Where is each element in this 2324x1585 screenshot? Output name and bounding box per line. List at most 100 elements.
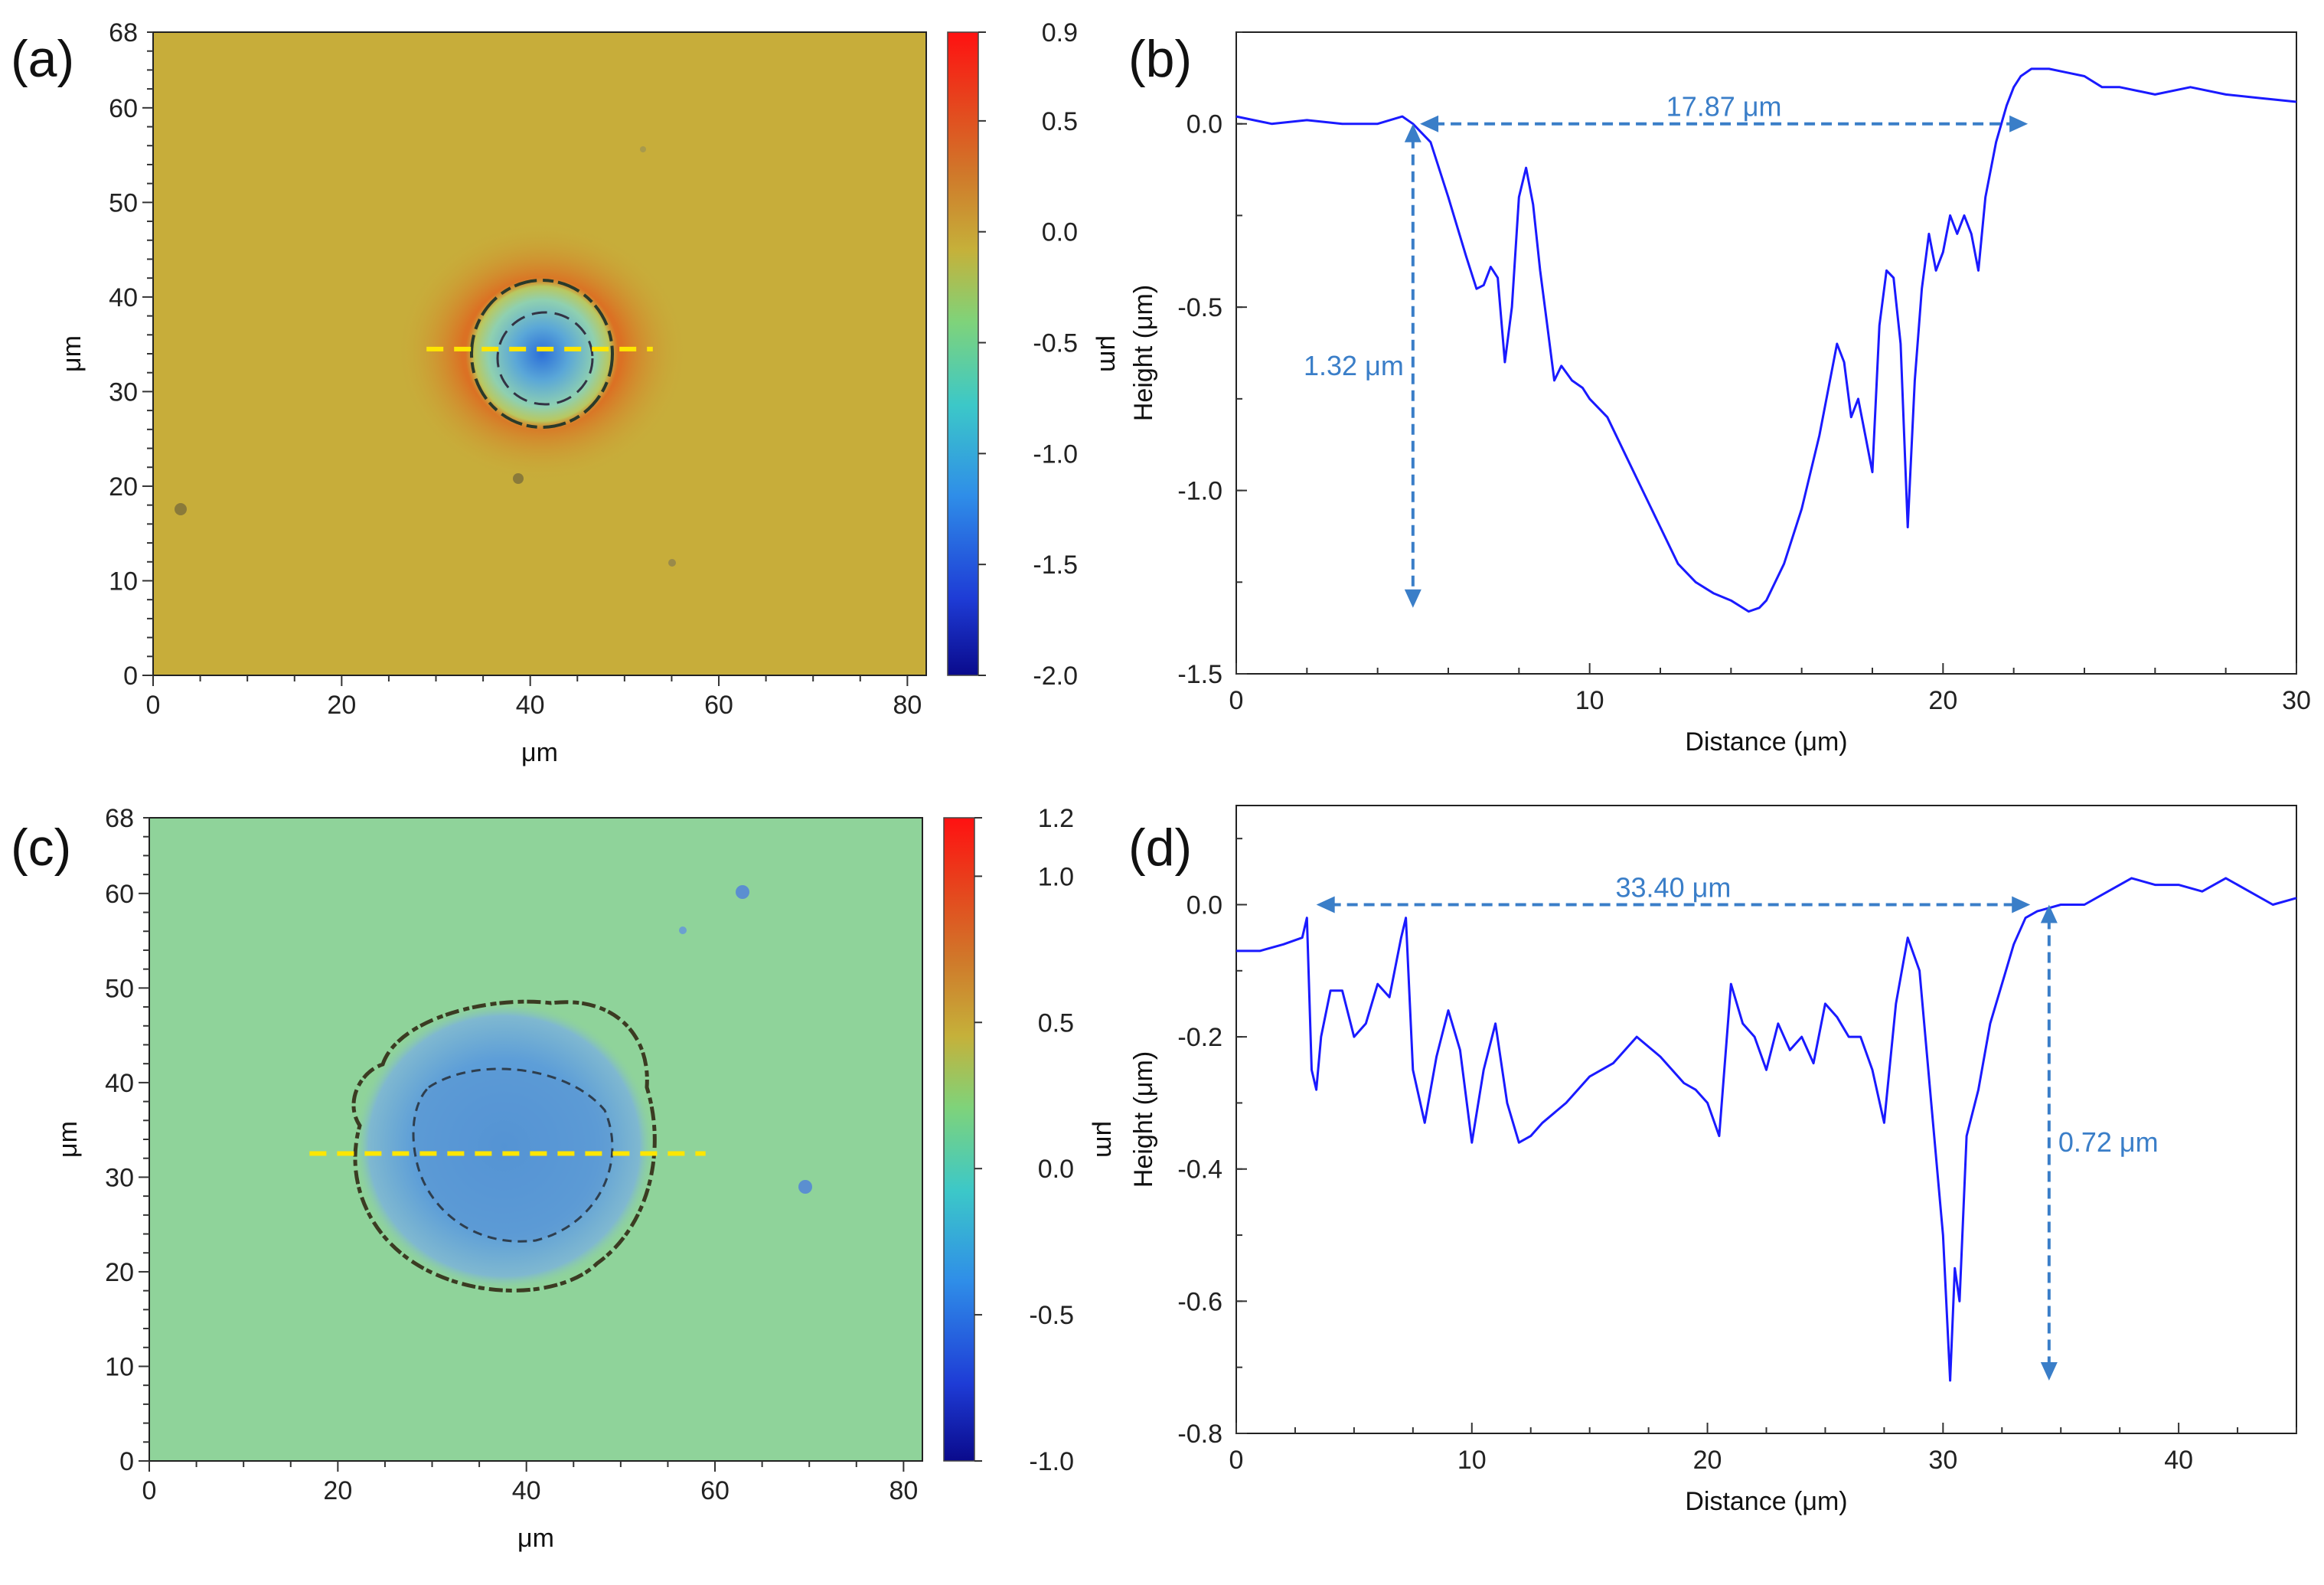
- afm-map-a: [153, 32, 926, 675]
- y-tick-label: 30: [109, 377, 138, 407]
- arrowhead-left: [1420, 115, 1439, 132]
- y-tick-label: 40: [105, 1069, 134, 1098]
- x-tick-label: 80: [893, 691, 922, 720]
- map-c-debris-1: [736, 885, 749, 899]
- x-tick-label: 0: [142, 1476, 157, 1505]
- x-axis-title: μm: [521, 738, 558, 767]
- panel-label-d: (d): [1128, 819, 1192, 877]
- y-tick-label: 0.0: [1186, 110, 1222, 139]
- x-tick-label: 40: [2164, 1446, 2193, 1475]
- y-tick-label: 10: [109, 567, 138, 596]
- x-axis-title: Distance (μm): [1685, 1487, 1847, 1516]
- y-tick-label: 0: [123, 662, 138, 691]
- x-tick-label: 0: [146, 691, 161, 720]
- x-tick-label: 30: [2282, 686, 2311, 715]
- arrowhead-up: [1404, 123, 1421, 142]
- y-tick-label: -0.8: [1177, 1420, 1222, 1449]
- map-a-debris-3: [668, 559, 676, 567]
- y-tick-label: 68: [105, 804, 134, 833]
- depth-annotation-label: 1.32 μm: [1304, 350, 1404, 381]
- y-tick-label: -0.6: [1177, 1287, 1222, 1316]
- colorbar-tick-label: 1.0: [1038, 862, 1074, 891]
- x-tick-label: 40: [512, 1476, 541, 1505]
- y-axis-title: Height (μm): [1129, 1051, 1158, 1188]
- arrowhead-up: [2040, 904, 2058, 923]
- y-tick-label: 30: [105, 1163, 134, 1192]
- colorbar-tick-label: -0.5: [1033, 329, 1078, 358]
- y-axis-title: μm: [57, 335, 86, 372]
- colorbar-tick-label: -2.0: [1033, 662, 1078, 691]
- y-tick-label: 20: [105, 1258, 134, 1287]
- arrowhead-down: [1404, 589, 1421, 608]
- colorbar-tick-label: 0.5: [1038, 1008, 1074, 1038]
- x-tick-label: 80: [889, 1476, 918, 1505]
- colorbar-tick-label: 1.2: [1038, 804, 1074, 833]
- x-tick-label: 0: [1229, 686, 1244, 715]
- colorbar-tick-label: -1.5: [1033, 551, 1078, 580]
- map-a-crater-rim: [470, 279, 614, 429]
- x-tick-label: 20: [323, 1476, 352, 1505]
- y-tick-label: 50: [109, 188, 138, 217]
- colorbar-tick-label: -1.0: [1033, 440, 1078, 469]
- y-tick-label: 0: [119, 1447, 134, 1476]
- x-tick-label: 60: [704, 691, 733, 720]
- width-annotation-label: 17.87 μm: [1666, 91, 1782, 123]
- colorbar-tick-label: 0.0: [1038, 1155, 1074, 1184]
- y-tick-label: 60: [109, 94, 138, 123]
- y-tick-label: 0.0: [1186, 891, 1222, 920]
- panel-label-b: (b): [1128, 30, 1192, 88]
- map-a-debris-4: [640, 146, 646, 152]
- arrowhead-right: [2012, 896, 2031, 913]
- map-a-crater: [465, 277, 619, 430]
- depth-annotation-label: 0.72 μm: [2058, 1126, 2159, 1158]
- afm-map-c: [149, 818, 922, 1461]
- plot-b-frame: [1235, 31, 2297, 675]
- y-tick-label: -0.4: [1177, 1155, 1222, 1185]
- y-axis-title: Height (μm): [1129, 285, 1158, 421]
- colorbar-tick-label: 0.9: [1042, 18, 1078, 47]
- y-tick-label: 10: [105, 1352, 134, 1381]
- panel-label-a: (a): [11, 30, 74, 88]
- arrowhead-down: [2040, 1361, 2058, 1381]
- colorbar-tick-label: 0.0: [1042, 218, 1078, 247]
- map-a-debris-2: [513, 473, 524, 484]
- x-axis-title: μm: [517, 1524, 554, 1553]
- x-tick-label: 40: [516, 691, 545, 720]
- map-c-debris-3: [679, 926, 687, 934]
- plot-d-frame: [1235, 805, 2297, 1434]
- x-tick-label: 20: [1693, 1446, 1722, 1475]
- x-tick-label: 60: [700, 1476, 730, 1505]
- map-a-crater-inner-ring: [496, 311, 594, 406]
- colorbar-tick-label: 0.5: [1042, 107, 1078, 136]
- y-axis-title: μm: [54, 1121, 83, 1158]
- width-annotation-label: 33.40 μm: [1616, 871, 1732, 903]
- series-line-d: [1236, 877, 2297, 1382]
- map-a-debris-1: [175, 503, 187, 515]
- arrowhead-left: [1316, 896, 1335, 913]
- colorbar-a: [947, 31, 979, 676]
- y-tick-label: 40: [109, 283, 138, 312]
- y-tick-label: -1.5: [1177, 660, 1222, 689]
- colorbar-title: μm: [1095, 335, 1124, 372]
- x-axis-title: Distance (μm): [1685, 727, 1847, 757]
- arrowhead-right: [2009, 115, 2029, 132]
- x-tick-label: 20: [1928, 686, 1957, 715]
- series-line-b: [1235, 67, 2297, 613]
- panel-label-c: (c): [11, 819, 71, 877]
- x-tick-label: 10: [1575, 686, 1604, 715]
- map-c-debris-2: [798, 1180, 812, 1194]
- x-tick-label: 20: [327, 691, 356, 720]
- x-tick-label: 0: [1229, 1446, 1244, 1475]
- y-tick-label: -0.2: [1177, 1023, 1222, 1052]
- colorbar-c: [943, 817, 975, 1462]
- y-tick-label: 68: [109, 18, 138, 47]
- y-tick-label: 20: [109, 472, 138, 502]
- colorbar-title: μm: [1091, 1121, 1120, 1158]
- y-tick-label: 50: [105, 974, 134, 1003]
- y-tick-label: -0.5: [1177, 293, 1222, 322]
- x-tick-label: 10: [1457, 1446, 1487, 1475]
- y-tick-label: 60: [105, 880, 134, 909]
- colorbar-tick-label: -0.5: [1029, 1301, 1074, 1330]
- x-tick-label: 30: [1928, 1446, 1957, 1475]
